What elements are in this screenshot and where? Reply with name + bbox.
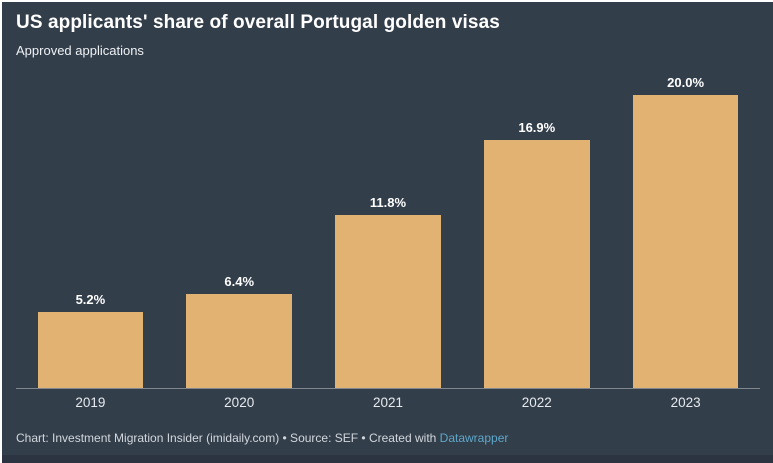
bar-2022[interactable]	[483, 140, 590, 388]
bar-group-2022: 16.9%	[462, 68, 611, 388]
bar-chart: 5.2% 6.4% 11.8% 16.9% 20.0%	[16, 68, 760, 388]
bar-group-2023: 20.0%	[611, 68, 760, 388]
chart-title: US applicants' share of overall Portugal…	[16, 12, 500, 33]
chart-footer: Chart: Investment Migration Insider (imi…	[16, 431, 508, 445]
footer-attribution: Chart: Investment Migration Insider (imi…	[16, 431, 440, 445]
bottom-edge-strip	[2, 455, 773, 463]
chart-subtitle: Approved applications	[16, 43, 144, 58]
x-tick-2019: 2019	[75, 395, 106, 410]
x-axis: 2019 2020 2021 2022 2023	[16, 388, 760, 410]
bar-2023[interactable]	[632, 95, 739, 388]
x-tick-2022: 2022	[521, 395, 552, 410]
bar-2021[interactable]	[335, 215, 441, 388]
bar-2020[interactable]	[186, 294, 293, 388]
x-tick-2020: 2020	[224, 395, 255, 410]
bar-group-2020: 6.4%	[165, 68, 314, 388]
x-tick-2023: 2023	[670, 395, 701, 410]
bar-value-label: 16.9%	[518, 120, 556, 135]
bar-value-label: 6.4%	[224, 274, 255, 289]
bar-value-label: 5.2%	[75, 292, 106, 307]
datawrapper-link[interactable]: Datawrapper	[439, 431, 509, 445]
bar-value-label: 20.0%	[667, 75, 705, 90]
bar-group-2021: 11.8%	[314, 68, 463, 388]
bar-2019[interactable]	[37, 312, 144, 388]
bar-group-2019: 5.2%	[16, 68, 165, 388]
x-tick-2021: 2021	[372, 395, 404, 410]
bar-value-label: 11.8%	[369, 195, 407, 210]
